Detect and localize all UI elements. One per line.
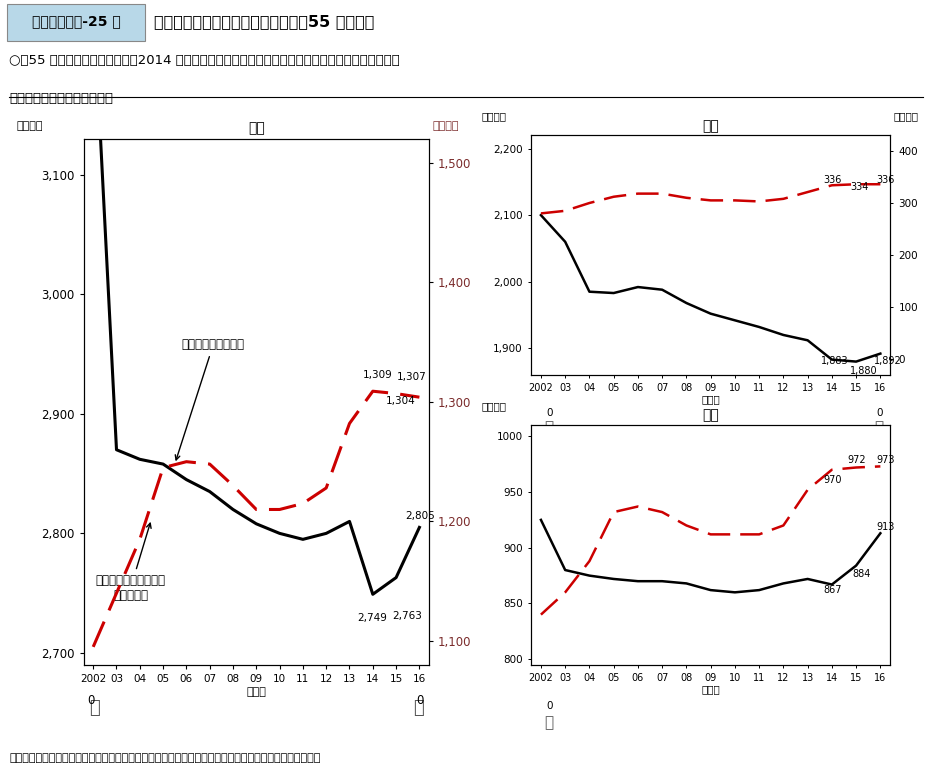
Text: 867: 867 (823, 585, 842, 595)
Text: 0: 0 (546, 408, 553, 418)
Text: 2,805: 2,805 (405, 512, 435, 522)
Text: 1,307: 1,307 (397, 372, 427, 382)
Text: 1,304: 1,304 (386, 396, 416, 406)
Text: 973: 973 (877, 455, 896, 465)
Text: 0: 0 (417, 693, 423, 707)
Text: 334: 334 (850, 182, 869, 192)
Text: （万人）: （万人） (17, 121, 43, 131)
Text: 非正規の職員・従業員
（右目盛）: 非正規の職員・従業員 （右目盛） (95, 523, 166, 602)
Text: 972: 972 (847, 455, 866, 465)
Text: 1,880: 1,880 (850, 366, 878, 376)
X-axis label: （年）: （年） (246, 686, 267, 696)
Text: 資料出所　総務省統計局「労働力調査（詳細集計）」をもとに厚生労働省労働政策担当参事官室にて作成: 資料出所 総務省統計局「労働力調査（詳細集計）」をもとに厚生労働省労働政策担当参… (9, 753, 321, 763)
Text: 1,883: 1,883 (821, 356, 849, 366)
Text: 第１－（２）-25 図: 第１－（２）-25 図 (32, 15, 121, 29)
Text: 1,309: 1,309 (363, 370, 392, 380)
X-axis label: （年）: （年） (701, 395, 720, 404)
FancyBboxPatch shape (7, 4, 145, 41)
Title: 全体: 全体 (248, 121, 265, 135)
Text: 884: 884 (853, 569, 870, 579)
Title: 女性: 女性 (703, 409, 719, 423)
Text: 336: 336 (823, 175, 842, 186)
Title: 男性: 男性 (703, 119, 719, 133)
Text: ～: ～ (413, 699, 424, 717)
Text: 970: 970 (823, 475, 842, 485)
Text: 労働者が増加している。: 労働者が増加している。 (9, 91, 114, 104)
Text: （万人）: （万人） (481, 400, 506, 410)
Text: ～: ～ (89, 699, 100, 717)
Text: （万人）: （万人） (481, 111, 506, 121)
Text: ～: ～ (544, 421, 554, 435)
Text: ～: ～ (875, 421, 884, 435)
X-axis label: （年）: （年） (701, 685, 720, 694)
Text: 0: 0 (876, 408, 883, 418)
Text: 0: 0 (88, 693, 95, 707)
Text: 2,749: 2,749 (358, 614, 388, 623)
Text: 0: 0 (546, 700, 553, 710)
Text: 2,763: 2,763 (392, 611, 422, 621)
Text: 1,892: 1,892 (874, 356, 902, 366)
Text: ○　55 歳未満の動きをみると、2014 年以降非正規雇用労働者は横ばいとなっている中で、正規雇用: ○ 55 歳未満の動きをみると、2014 年以降非正規雇用労働者は横ばいとなって… (9, 54, 400, 67)
Text: （万人）: （万人） (894, 111, 919, 121)
Text: ～: ～ (544, 715, 554, 730)
Text: 正規の職員・従業員: 正規の職員・従業員 (175, 339, 245, 460)
Text: （万人）: （万人） (432, 121, 459, 131)
Text: 336: 336 (877, 175, 895, 186)
Text: 913: 913 (877, 522, 895, 532)
Text: 雇用形態別にみた雇用者数の推移（55 歳未満）: 雇用形態別にみた雇用者数の推移（55 歳未満） (154, 14, 374, 29)
